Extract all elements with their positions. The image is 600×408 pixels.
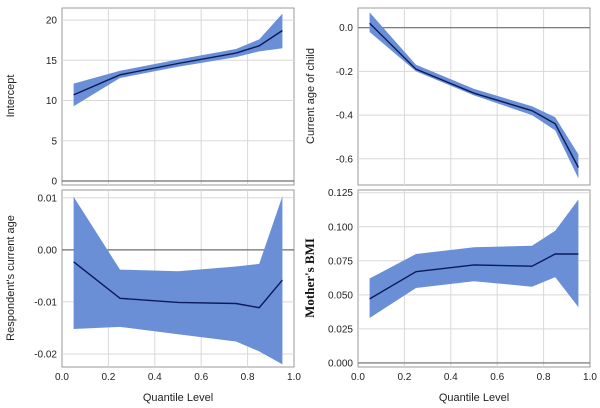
y-tick-label: -0.01 xyxy=(34,297,57,308)
x-tick-label: 1.0 xyxy=(287,372,301,383)
estimate-line xyxy=(73,261,283,309)
x-tick-labels: 0.0 0.2 0.4 0.6 0.8 1.0 xyxy=(55,372,301,383)
y-tick-label: -0.6 xyxy=(336,154,354,165)
y-tick-label: 0 xyxy=(51,176,57,187)
x-tick-label: 0.8 xyxy=(537,372,551,383)
y-tick-label: -0.4 xyxy=(336,111,354,122)
y-tick-label: 0.0 xyxy=(339,23,353,34)
y-tick-label: 0.00 xyxy=(38,245,58,256)
plot-frame xyxy=(61,7,295,186)
y-tick-label: 0.125 xyxy=(328,188,353,199)
x-tick-labels: 0.0 0.2 0.4 0.6 0.8 1.0 xyxy=(351,372,597,383)
panel-mothers-bmi: 0.000 0.025 0.050 0.075 0.100 0.125 0.0 0.2 0.4… xyxy=(302,188,597,404)
x-tick-label: 0.2 xyxy=(397,372,411,383)
y-tick-label: 0.01 xyxy=(38,193,58,204)
x-tick-label: 0.2 xyxy=(101,372,115,383)
y-tick-label: 0.050 xyxy=(328,290,353,301)
x-tick-label: 0.8 xyxy=(241,372,255,383)
x-tick-label: 1.0 xyxy=(583,372,597,383)
y-axis-label: Respondent's current age xyxy=(5,215,17,341)
y-tick-labels: 0.0 -0.2 -0.4 -0.6 xyxy=(336,23,354,165)
x-axis-label: Quantile Level xyxy=(143,392,213,404)
x-axis-label: Quantile Level xyxy=(439,392,509,404)
y-axis-label: Mother's BMI xyxy=(302,238,317,318)
x-tick-label: 0.6 xyxy=(194,372,208,383)
y-tick-labels: 0.01 0.00 -0.01 -0.02 xyxy=(34,193,57,360)
confidence-band xyxy=(369,12,579,179)
y-tick-label: 0.025 xyxy=(328,324,353,335)
y-tick-labels: 0.000 0.025 0.050 0.075 0.100 0.125 xyxy=(328,188,353,369)
y-axis-label: Current age of child xyxy=(305,48,317,144)
y-tick-label: 10 xyxy=(46,96,58,107)
confidence-band xyxy=(73,196,283,365)
x-tick-label: 0.0 xyxy=(55,372,69,383)
x-tick-label: 0.4 xyxy=(148,372,162,383)
confidence-band xyxy=(73,13,283,107)
y-tick-label: 0.075 xyxy=(328,256,353,267)
plot-frame xyxy=(357,7,591,186)
panel-intercept: 0 5 10 15 20 Intercept xyxy=(5,7,295,188)
y-tick-label: -0.02 xyxy=(34,349,57,360)
y-tick-label: 5 xyxy=(51,136,57,147)
y-tick-label: 15 xyxy=(46,56,58,67)
x-tick-label: 0.0 xyxy=(351,372,365,383)
y-tick-label: -0.2 xyxy=(336,67,354,78)
y-axis-label: Intercept xyxy=(5,75,17,118)
panel-respondents-current-age: 0.01 0.00 -0.01 -0.02 0.0 0.2 0.4 0.6 0.8 1.0 Re… xyxy=(5,189,301,404)
y-tick-label: 0.100 xyxy=(328,222,353,233)
x-tick-label: 0.4 xyxy=(444,372,458,383)
estimate-line xyxy=(73,29,283,96)
y-tick-labels: 0 5 10 15 20 xyxy=(46,16,58,188)
y-tick-label: 20 xyxy=(46,16,58,27)
y-tick-label: 0.000 xyxy=(328,358,353,369)
confidence-band xyxy=(369,199,579,318)
x-tick-label: 0.6 xyxy=(490,372,504,383)
panel-current-age-of-child: 0.0 -0.2 -0.4 -0.6 Current age of child xyxy=(305,7,591,186)
estimate-line xyxy=(369,22,580,168)
estimate-line xyxy=(369,253,579,300)
